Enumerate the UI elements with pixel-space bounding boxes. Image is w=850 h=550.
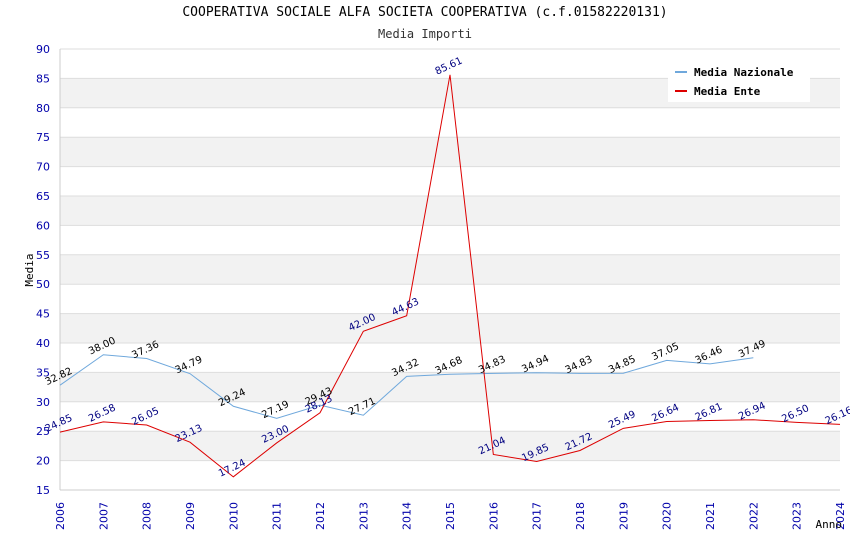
grid-band bbox=[60, 254, 840, 285]
x-tick-label: 2021 bbox=[704, 502, 717, 530]
data-label: 85.61 bbox=[434, 56, 465, 78]
x-tick-label: 2013 bbox=[357, 502, 370, 530]
x-tick-label: 2017 bbox=[531, 502, 544, 530]
x-tick-label: 2014 bbox=[401, 502, 414, 530]
x-tick-label: 2024 bbox=[834, 502, 847, 530]
x-tick-label: 2016 bbox=[487, 502, 500, 530]
y-tick-label: 50 bbox=[36, 278, 50, 291]
series-lines bbox=[59, 74, 841, 478]
y-tick-label: 30 bbox=[36, 396, 50, 409]
y-tick-label: 55 bbox=[36, 249, 50, 262]
grid-band bbox=[60, 137, 840, 167]
legend-box bbox=[668, 60, 810, 102]
y-tick-label: 40 bbox=[36, 337, 50, 350]
y-tick-label: 35 bbox=[36, 366, 50, 379]
axes bbox=[59, 49, 840, 491]
x-tick-label: 2011 bbox=[271, 502, 284, 530]
y-tick-label: 20 bbox=[36, 455, 50, 468]
y-tick-label: 90 bbox=[36, 43, 50, 56]
grid-band bbox=[60, 313, 840, 343]
series-line-ente bbox=[59, 74, 841, 478]
grid-band bbox=[60, 372, 840, 402]
y-tick-label: 70 bbox=[36, 161, 50, 174]
x-axis-label: Anno bbox=[816, 518, 843, 531]
data-label: 25.49 bbox=[607, 409, 638, 431]
x-tick-label: 2008 bbox=[141, 502, 154, 530]
y-tick-label: 60 bbox=[36, 219, 50, 232]
x-tick-labels: 2006 2007 2008 2009 2010 2011 2012 2013 2014 2015… bbox=[54, 502, 847, 530]
data-label: 37.05 bbox=[650, 341, 681, 363]
y-tick-label: 45 bbox=[36, 308, 50, 321]
chart-subtitle: Media Importi bbox=[378, 27, 472, 41]
y-tick-label: 80 bbox=[36, 102, 50, 115]
x-tick-label: 2015 bbox=[444, 502, 457, 530]
legend: Media Nazionale Media Ente bbox=[668, 60, 810, 102]
y-tick-labels: 15 20 25 30 35 40 45 50 55 60 65 70 75 80 85 90 bbox=[36, 43, 50, 497]
x-tick-label: 2022 bbox=[747, 502, 760, 530]
legend-label: Media Ente bbox=[694, 85, 761, 98]
grid-band bbox=[60, 431, 840, 461]
x-tick-label: 2019 bbox=[617, 502, 630, 530]
grid-band bbox=[60, 196, 840, 226]
y-tick-label: 15 bbox=[36, 484, 50, 497]
x-tick-label: 2020 bbox=[661, 502, 674, 530]
y-tick-label: 65 bbox=[36, 190, 50, 203]
x-tick-label: 2007 bbox=[97, 502, 110, 530]
y-axis-label: Media bbox=[23, 253, 36, 286]
data-label: 26.94 bbox=[737, 400, 768, 422]
x-tick-label: 2012 bbox=[314, 502, 327, 530]
x-tick-label: 2023 bbox=[791, 502, 804, 530]
x-tick-label: 2009 bbox=[184, 502, 197, 530]
x-tick-label: 2006 bbox=[54, 502, 67, 530]
data-label: 26.58 bbox=[87, 403, 118, 425]
y-tick-label: 75 bbox=[36, 131, 50, 144]
chart-title: COOPERATIVA SOCIALE ALFA SOCIETA COOPERA… bbox=[182, 5, 668, 20]
y-tick-label: 85 bbox=[36, 72, 50, 85]
x-tick-label: 2018 bbox=[574, 502, 587, 530]
legend-label: Media Nazionale bbox=[694, 66, 794, 79]
x-tick-label: 2010 bbox=[227, 502, 240, 530]
series-line-nazionale bbox=[59, 354, 754, 419]
grid-bands bbox=[60, 78, 840, 461]
y-tick-label: 25 bbox=[36, 425, 50, 438]
